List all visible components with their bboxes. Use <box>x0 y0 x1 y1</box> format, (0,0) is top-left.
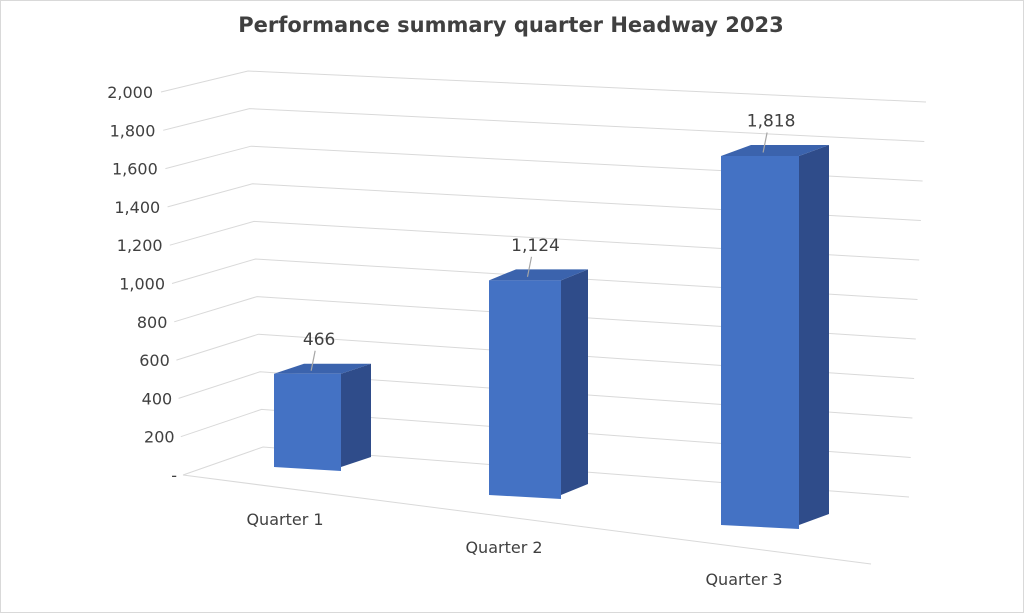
bar-top <box>274 363 371 374</box>
gridline <box>171 258 918 300</box>
bar <box>274 373 341 471</box>
y-tick-label: 1,400 <box>114 198 160 217</box>
gridlines <box>160 70 927 565</box>
bar <box>489 280 561 499</box>
gridline <box>163 108 925 142</box>
gridline <box>167 183 921 221</box>
gridline <box>165 145 923 182</box>
y-axis: - 200 400 600 800 1,000 1,200 1,400 1,600 1,800 2,… <box>107 83 177 485</box>
floor-front-edge <box>182 474 872 565</box>
data-labels: 466 1,124 1,818 <box>303 111 796 371</box>
data-label-leader <box>310 350 316 371</box>
gridline <box>176 333 915 379</box>
y-tick-label: 600 <box>139 351 170 370</box>
x-category-label: Quarter 1 <box>246 510 323 529</box>
gridline <box>182 446 910 498</box>
x-axis: Quarter 1 Quarter 2 Quarter 3 <box>246 510 782 589</box>
y-tick-label: 1,000 <box>119 275 165 294</box>
gridline <box>169 220 920 261</box>
y-tick-label: 1,600 <box>112 160 158 179</box>
bar-side <box>561 269 588 495</box>
x-category-label: Quarter 3 <box>705 570 782 589</box>
y-tick-label: 400 <box>142 389 173 408</box>
gridline <box>160 70 927 103</box>
y-tick-label: 800 <box>137 313 168 332</box>
bar <box>721 155 799 530</box>
bar-side <box>341 363 371 467</box>
chart-title: Performance summary quarter Headway 2023 <box>238 13 784 37</box>
data-label: 466 <box>303 330 335 350</box>
data-label-leader <box>762 132 768 153</box>
data-label: 1,124 <box>511 236 560 256</box>
bar-top <box>489 269 588 281</box>
gridline <box>180 408 911 458</box>
y-tick-label: - <box>171 466 177 485</box>
x-category-label: Quarter 2 <box>465 538 542 557</box>
bars <box>274 144 829 530</box>
y-tick-label: 2,000 <box>107 83 153 102</box>
bar-side <box>799 144 829 526</box>
gridline <box>178 371 913 419</box>
data-label: 1,818 <box>747 111 796 131</box>
y-tick-label: 200 <box>144 428 175 447</box>
bar-top <box>721 144 829 156</box>
data-label-leader <box>526 256 533 277</box>
y-tick-label: 1,800 <box>110 121 156 140</box>
gridline <box>174 296 916 340</box>
y-tick-label: 1,200 <box>117 236 163 255</box>
